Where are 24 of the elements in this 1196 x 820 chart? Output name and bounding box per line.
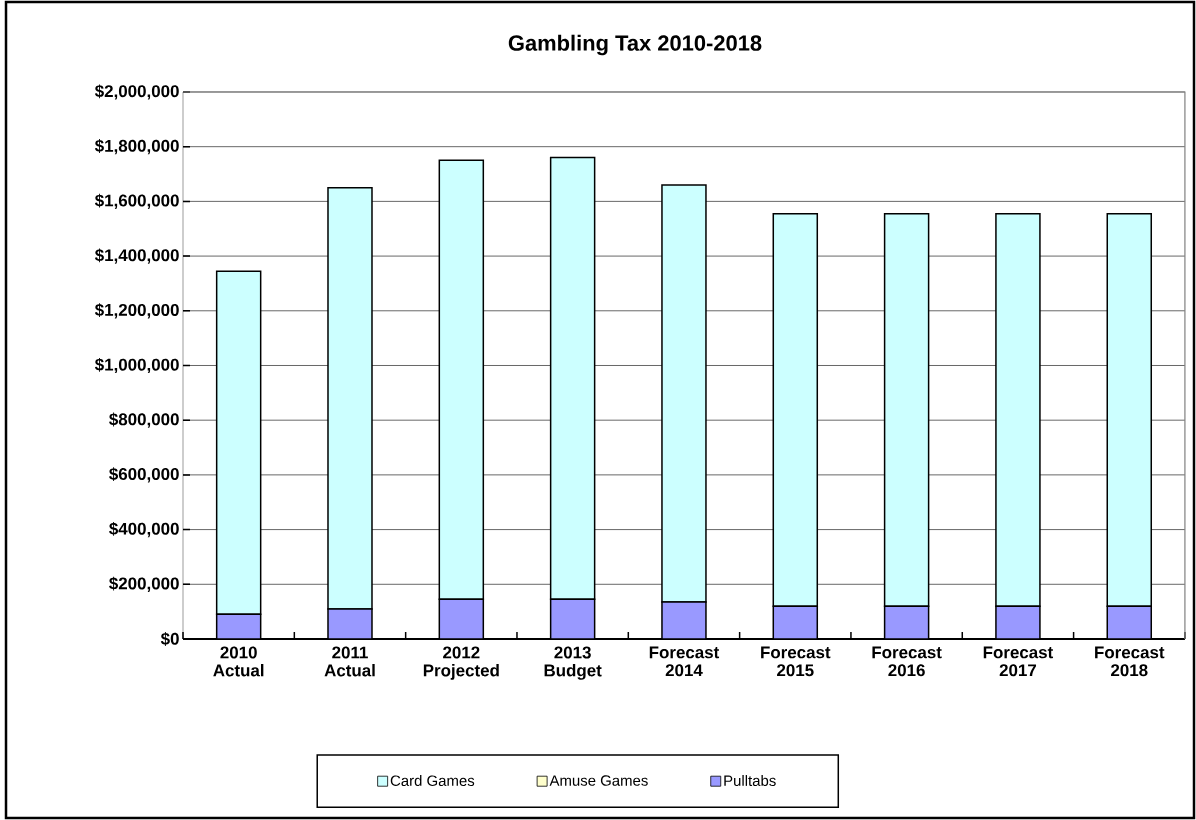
x-tick-label: 2011 Actual	[324, 646, 375, 677]
y-tick-label: $1,200,000	[94, 303, 179, 319]
y-tick-label: $600,000	[109, 467, 179, 483]
y-tick-label: $400,000	[109, 521, 179, 538]
y-tick-label: $0	[160, 632, 179, 646]
legend-label: Pulltabs	[724, 775, 776, 787]
x-tick-label: 2010 Actual	[213, 646, 264, 677]
legend-label: Card Games	[390, 775, 475, 787]
x-tick-label: Forecast 2018	[1095, 646, 1165, 677]
x-tick-label: Forecast 2015	[761, 646, 831, 677]
y-tick-label: $200,000	[109, 576, 179, 592]
chart-title: Gambling Tax 2010-2018	[508, 34, 762, 56]
x-tick-label: 2012 Projected	[423, 646, 499, 680]
y-tick-label: $1,400,000	[94, 248, 179, 264]
y-tick-label: $800,000	[109, 412, 179, 428]
y-tick-label: $1,800,000	[94, 139, 179, 155]
x-tick-label: Forecast 2014	[649, 646, 720, 677]
y-tick-label: $1,600,000	[94, 193, 179, 209]
y-tick-label: $1,000,000	[94, 357, 179, 374]
x-tick-label: 2013 Budget	[544, 646, 602, 680]
x-tick-label: Forecast 2016	[872, 646, 942, 677]
legend-label: Amuse Games	[549, 775, 648, 786]
y-tick-label: $2,000,000	[94, 84, 179, 100]
x-tick-label: Forecast 2017	[983, 646, 1054, 677]
